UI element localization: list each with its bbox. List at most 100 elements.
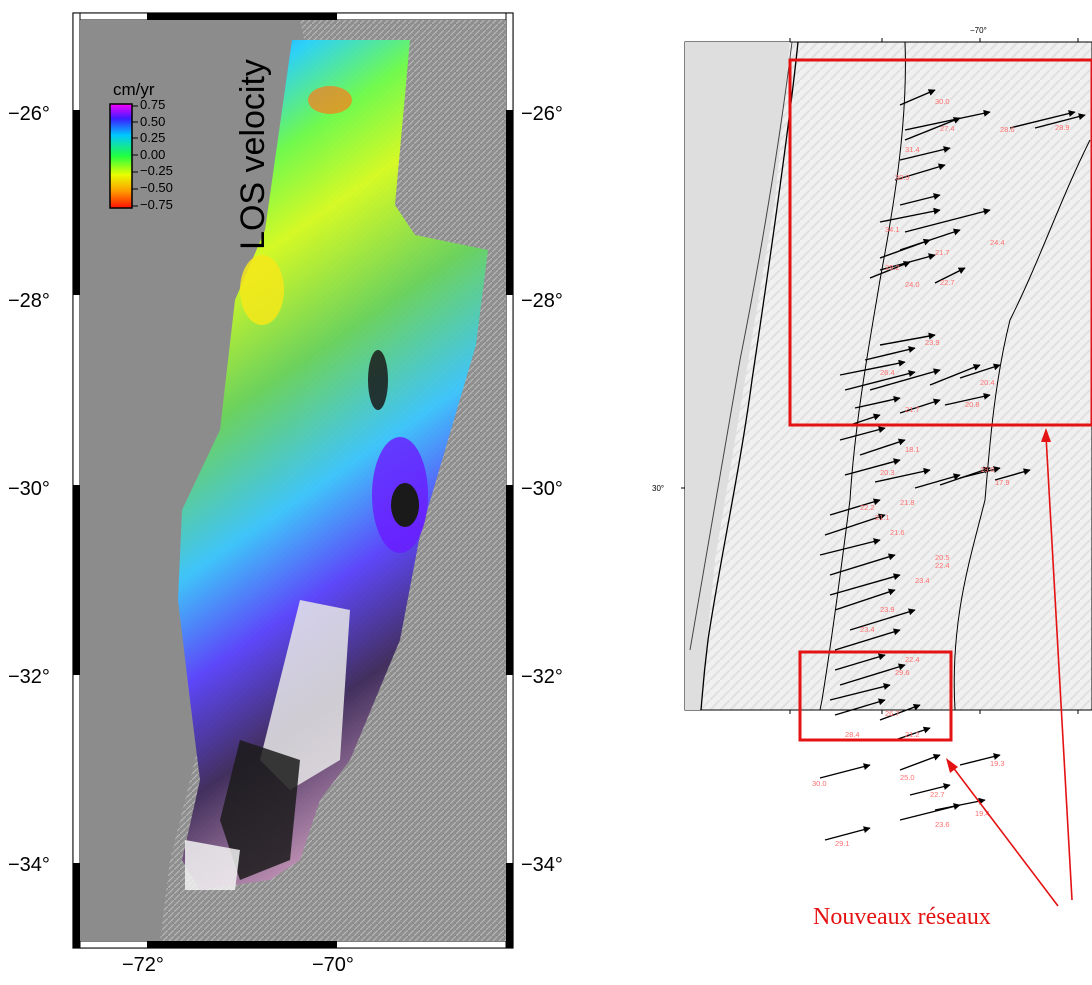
colorbar-tick-label: −0.25: [140, 163, 173, 179]
coastline: [700, 41, 799, 711]
lat-label-right: −26°: [521, 103, 563, 125]
lat-label-right: −30°: [521, 478, 563, 500]
gps-vector-label: 31.4: [905, 145, 920, 154]
insar-swath: [178, 40, 488, 890]
lat-label-left: −28°: [8, 290, 50, 312]
gps-vector: [899, 753, 941, 771]
gps-vector-label: 27.4: [940, 124, 955, 133]
gps-vector: [904, 117, 961, 141]
gps-vector: [844, 458, 901, 476]
gps-vector: [834, 698, 886, 716]
decorrelated-white: [260, 600, 350, 790]
gps-vector-label: 20.5: [935, 553, 950, 562]
gps-vector-label: 29.2: [885, 263, 900, 272]
left-map: [72, 12, 514, 949]
gps-vector: [834, 653, 886, 671]
gps-vector: [864, 346, 916, 361]
gps-vector: [959, 363, 1001, 379]
gps-vector-label: 19.0: [980, 465, 995, 474]
gps-vector-label: 24.0: [905, 280, 920, 289]
gps-vector: [959, 466, 1001, 479]
frame-top-black: [147, 13, 337, 20]
gps-vector: [899, 146, 951, 161]
gps-vector-label: 34.1: [885, 225, 900, 234]
gps-vector-label: 30.0: [935, 97, 950, 106]
frame-left-black-3: [73, 863, 80, 948]
gps-vector: [914, 473, 961, 489]
gps-vector: [899, 398, 941, 414]
trench: [689, 41, 793, 651]
frame-right-black-2: [506, 485, 513, 675]
gps-vector-label: 21.8: [900, 498, 915, 507]
annotation-arrow-south: [951, 765, 1059, 907]
gps-vector-label: 20.4: [980, 378, 995, 387]
gps-vector: [894, 726, 931, 741]
network-box-north: [788, 58, 1092, 427]
gps-vector: [854, 395, 901, 409]
right-map-lat-label: 30°: [652, 484, 665, 493]
gps-vector: [829, 573, 901, 596]
gps-vector-label: 17.9: [995, 478, 1010, 487]
gps-vector-label: 23.4: [915, 576, 930, 585]
gps-vector: [839, 426, 886, 441]
gps-vector-labels: 30.0 27.4 28.6 28.9 31.4 30.9 34.1 24.4 21.7 29.2…: [812, 97, 1070, 848]
colorbar-tick-label: 0.00: [140, 146, 166, 162]
gps-vector-label: 19.4: [975, 809, 990, 818]
new-networks-caption: Nouveaux réseaux: [813, 904, 991, 930]
frame-left-black-2: [73, 485, 80, 675]
gps-vector: [839, 663, 906, 686]
gps-vector-label: 21.1: [875, 513, 890, 522]
dark-anomaly: [391, 483, 419, 527]
annotation-arrowhead-north: [1041, 428, 1051, 442]
colorbar-tick-label: 0.50: [140, 113, 166, 129]
gps-vector: [899, 193, 941, 206]
colorbar-tick-labels: 0.75 0.50 0.25 0.00 −0.25 −0.50 −0.75: [140, 97, 173, 213]
colorbar-unit: cm/yr: [113, 80, 155, 99]
gps-vector: [874, 467, 931, 483]
gps-vector: [934, 267, 966, 284]
gps-vector: [869, 261, 911, 279]
gps-vector-label: 29.6: [895, 668, 910, 677]
coast-boundary: [819, 41, 906, 711]
gps-vector: [834, 588, 896, 611]
lat-label-right: −28°: [521, 290, 563, 312]
gps-vector: [819, 763, 871, 779]
gps-vector: [994, 468, 1031, 481]
gps-vector: [839, 359, 906, 376]
colorbar-tick-label: −0.75: [140, 196, 173, 212]
gps-vector: [879, 703, 921, 721]
frame-bottom-black: [147, 941, 337, 948]
lat-label-left: −32°: [8, 666, 50, 688]
gps-vector-label: 20.8: [965, 400, 980, 409]
gps-vector: [859, 438, 906, 456]
right-map: 30.0 27.4 28.6 28.9 31.4 30.9 34.1 24.4 21.7 29.2…: [681, 38, 1092, 907]
gps-vector: [934, 797, 986, 811]
colorbar-tick-label: −0.50: [140, 179, 173, 195]
gps-vector: [879, 238, 931, 259]
gps-vector-label: 21.2: [905, 730, 920, 739]
colorbar-ticks: [132, 105, 138, 207]
gps-vector-label: 28.9: [1055, 123, 1070, 132]
gps-vector: [824, 513, 886, 536]
frame-left-black-1: [73, 110, 80, 295]
gps-vector-label: 23.6: [935, 820, 950, 829]
gps-vector: [824, 826, 871, 841]
gps-vector-label: 25.0: [900, 773, 915, 782]
annotation-arrow-north: [1045, 435, 1073, 901]
gps-vector: [899, 89, 936, 106]
gps-vector: [1009, 110, 1076, 129]
lat-label-left: −30°: [8, 478, 50, 500]
lon-label: −72°: [122, 954, 164, 976]
gps-vector: [879, 253, 936, 271]
lat-label-left: −34°: [8, 854, 50, 876]
gps-vector-label: 21.6: [890, 528, 905, 537]
lat-label-right: −32°: [521, 666, 563, 688]
gps-vector: [869, 368, 941, 391]
gps-vector: [844, 370, 916, 391]
gps-vector: [894, 163, 946, 181]
gps-vector-label: 28.6: [1000, 125, 1015, 134]
gps-vector-label: 29.1: [835, 839, 850, 848]
lat-label-right: −34°: [521, 854, 563, 876]
border-boundary: [953, 139, 1091, 711]
